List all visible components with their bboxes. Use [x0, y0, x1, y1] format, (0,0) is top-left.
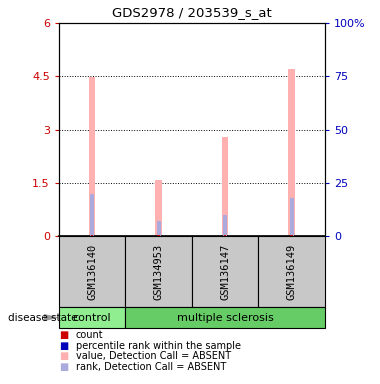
Text: ■: ■: [59, 341, 68, 351]
Bar: [157, 221, 161, 236]
Text: ■: ■: [59, 330, 68, 340]
Bar: [125, 307, 325, 328]
Text: GSM136149: GSM136149: [287, 243, 297, 300]
Text: control: control: [73, 313, 111, 323]
Text: count: count: [76, 330, 104, 340]
Bar: [59, 307, 125, 328]
Bar: [222, 137, 228, 236]
Bar: [59, 236, 125, 307]
Bar: [157, 235, 160, 236]
Text: GSM136140: GSM136140: [87, 243, 97, 300]
Bar: [223, 215, 227, 236]
Polygon shape: [44, 314, 59, 321]
Bar: [192, 236, 258, 307]
Text: rank, Detection Call = ABSENT: rank, Detection Call = ABSENT: [76, 362, 226, 372]
Text: percentile rank within the sample: percentile rank within the sample: [76, 341, 241, 351]
Text: multiple sclerosis: multiple sclerosis: [177, 313, 274, 323]
Text: value, Detection Call = ABSENT: value, Detection Call = ABSENT: [76, 351, 231, 361]
Text: disease state: disease state: [8, 313, 77, 323]
Bar: [91, 235, 93, 236]
Text: GSM134953: GSM134953: [154, 243, 164, 300]
Bar: [90, 194, 94, 236]
Bar: [224, 235, 226, 236]
Text: ■: ■: [59, 362, 68, 372]
Bar: [290, 198, 294, 236]
Text: GSM136147: GSM136147: [220, 243, 230, 300]
Bar: [155, 180, 162, 236]
Bar: [290, 235, 293, 236]
Bar: [125, 236, 192, 307]
Title: GDS2978 / 203539_s_at: GDS2978 / 203539_s_at: [112, 6, 272, 19]
Text: ■: ■: [59, 351, 68, 361]
Bar: [288, 68, 295, 236]
Bar: [258, 236, 325, 307]
Bar: [89, 78, 95, 236]
